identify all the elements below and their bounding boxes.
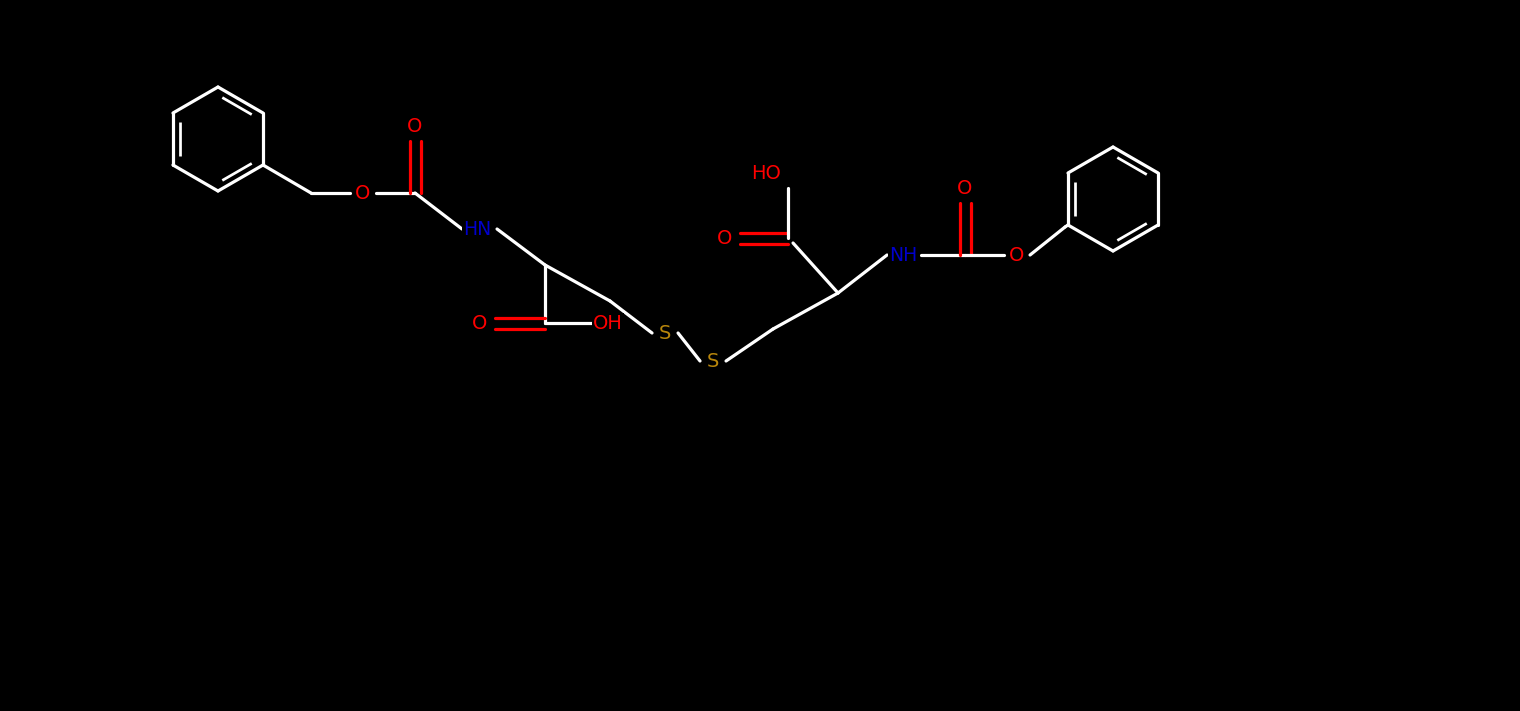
- Text: HO: HO: [751, 164, 781, 183]
- Text: S: S: [707, 351, 719, 370]
- Text: OH: OH: [593, 314, 623, 333]
- Text: HN: HN: [464, 220, 491, 238]
- Text: O: O: [407, 117, 423, 136]
- Text: O: O: [717, 228, 733, 247]
- Text: O: O: [958, 178, 973, 198]
- Text: O: O: [473, 314, 488, 333]
- Text: NH: NH: [889, 245, 917, 264]
- Text: O: O: [1009, 245, 1024, 264]
- Text: O: O: [356, 183, 371, 203]
- Text: S: S: [658, 324, 672, 343]
